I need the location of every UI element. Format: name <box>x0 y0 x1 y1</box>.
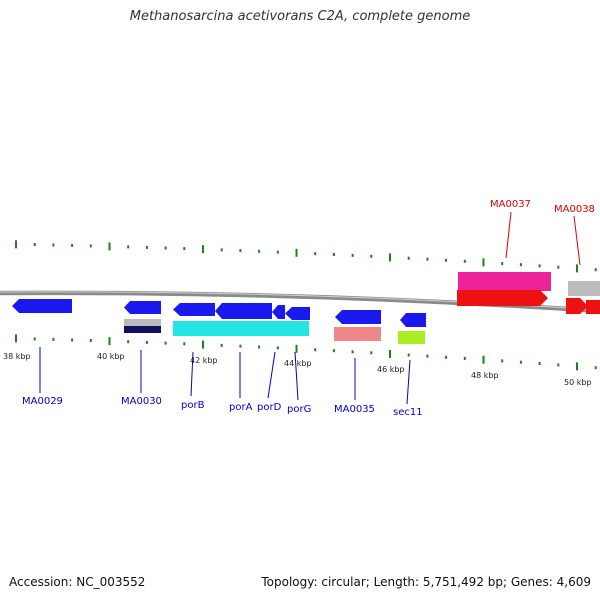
genome-summary-text: Topology: circular; Length: 5,751,492 bp… <box>261 575 591 589</box>
gene-label-porb[interactable]: porB <box>181 400 205 411</box>
gene-feature-sec11-alt[interactable] <box>398 331 425 344</box>
gene-feature-sec11[interactable] <box>400 313 426 327</box>
scale-label-50: 50 kbp <box>564 378 592 387</box>
gene-label-ma0037[interactable]: MA0037 <box>490 199 531 210</box>
gene-feature-ma0029[interactable] <box>12 299 72 313</box>
gene-label-ma0029[interactable]: MA0029 <box>22 396 63 407</box>
leader-porb <box>190 351 194 397</box>
label-leader-lines <box>39 211 581 405</box>
gene-feature-ma0030-dark[interactable] <box>124 326 161 333</box>
gene-labels: MA0029 MA0030 porB porA porD porG MA0035… <box>22 199 595 418</box>
scale-label-44: 44 kbp <box>284 359 312 368</box>
leader-ma0037 <box>505 211 512 259</box>
gene-feature-pora[interactable] <box>215 303 272 319</box>
gene-label-pord[interactable]: porD <box>257 402 282 413</box>
gene-feature-ma0038[interactable] <box>568 281 600 296</box>
gene-feature-cyan-block[interactable] <box>173 321 309 336</box>
scale-labels: 38 kbp 40 kbp 42 kbp 44 kbp 46 kbp 48 kb… <box>3 352 592 387</box>
leader-pord <box>267 351 276 399</box>
gene-label-ma0038[interactable]: MA0038 <box>554 204 595 215</box>
accession-text: Accession: NC_003552 <box>9 575 146 589</box>
gene-label-ma0030[interactable]: MA0030 <box>121 396 162 407</box>
scale-label-38: 38 kbp <box>3 352 31 361</box>
scale-label-46: 46 kbp <box>377 365 405 374</box>
gene-feature-ma0030-alt[interactable] <box>124 319 161 326</box>
scale-label-40: 40 kbp <box>97 352 125 361</box>
gene-label-sec11[interactable]: sec11 <box>393 407 423 418</box>
gene-feature-ma0037-cds[interactable] <box>457 290 548 306</box>
gene-label-porg[interactable]: porG <box>287 404 311 415</box>
gene-feature-ma0035[interactable] <box>335 310 381 324</box>
scale-label-48: 48 kbp <box>471 371 499 380</box>
map-title: Methanosarcina acetivorans C2A, complete… <box>129 9 471 24</box>
gene-features <box>12 272 600 344</box>
gene-feature-pord[interactable] <box>272 305 285 319</box>
scale-label-42: 42 kbp <box>190 356 218 365</box>
leader-porg <box>294 351 299 401</box>
gene-feature-ma0037[interactable] <box>458 272 551 291</box>
gene-feature-ma0035-alt[interactable] <box>334 327 381 341</box>
gene-feature-ma0038-cds-next[interactable] <box>586 300 600 314</box>
gene-feature-ma0030[interactable] <box>124 301 161 314</box>
scale-ticks-outer <box>15 240 597 273</box>
gene-feature-ma0038-cds[interactable] <box>566 298 588 314</box>
leader-sec11 <box>406 359 411 405</box>
gene-feature-porg[interactable] <box>285 307 310 320</box>
gene-label-ma0035[interactable]: MA0035 <box>334 404 375 415</box>
scale-ticks-inner <box>15 334 597 371</box>
gene-feature-porb[interactable] <box>173 303 215 316</box>
gene-label-pora[interactable]: porA <box>229 402 253 413</box>
leader-ma0038 <box>573 215 581 266</box>
